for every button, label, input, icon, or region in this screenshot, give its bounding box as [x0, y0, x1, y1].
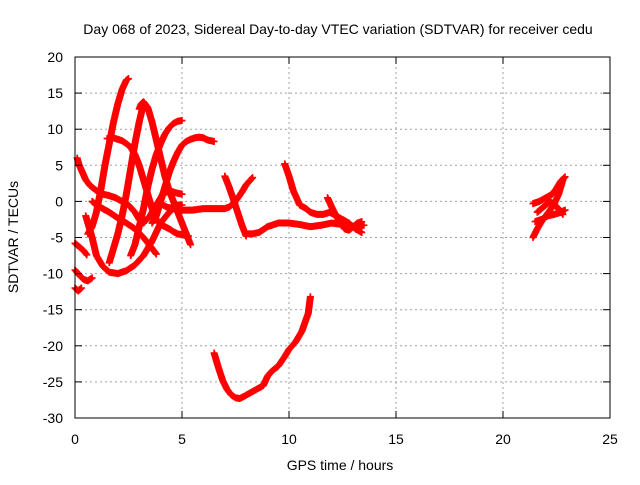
data-point — [559, 210, 567, 218]
y-tick-label: 5 — [55, 157, 63, 173]
data-point — [358, 218, 366, 226]
y-tick-label: 20 — [47, 49, 63, 65]
x-tick-label: 20 — [495, 431, 511, 447]
x-axis-tick-labels: 0 5 10 15 20 25 — [71, 431, 618, 447]
data-point — [306, 293, 314, 301]
y-tick-label: -30 — [43, 410, 63, 426]
data-point — [77, 284, 85, 292]
series-arc15 — [210, 293, 314, 403]
data-point — [88, 274, 96, 282]
x-tick-label: 15 — [388, 431, 404, 447]
data-point — [152, 250, 160, 258]
series-arc8 — [105, 100, 147, 267]
axis-ticks — [74, 56, 611, 419]
data-point — [358, 228, 366, 236]
data-point — [125, 75, 132, 83]
chart-title: Day 068 of 2023, Sidereal Day-to-day VTE… — [83, 21, 592, 37]
data-point — [83, 251, 91, 259]
x-tick-label: 25 — [602, 431, 618, 447]
series-arc14 — [221, 172, 250, 240]
y-tick-label: -5 — [51, 230, 64, 246]
x-tick-label: 10 — [281, 431, 297, 447]
data-point — [82, 250, 90, 258]
data-point — [178, 190, 186, 198]
series-arc2 — [71, 284, 85, 295]
data-point — [248, 174, 256, 182]
y-axis-label: SDTVAR / TECUs — [5, 181, 21, 293]
data-point — [249, 174, 257, 182]
y-tick-label: 10 — [47, 121, 63, 137]
series-arc12 — [148, 133, 218, 227]
y-tick-label: -20 — [43, 338, 63, 354]
y-tick-label: 0 — [55, 193, 63, 209]
data-point — [178, 117, 186, 125]
y-tick-label: -10 — [43, 266, 63, 282]
series-arc20 — [529, 173, 569, 208]
x-axis-label: GPS time / hours — [287, 457, 394, 473]
data-point — [360, 221, 368, 229]
x-tick-label: 5 — [178, 431, 186, 447]
series-arc17 — [281, 160, 366, 236]
series-arc18 — [324, 194, 366, 234]
x-tick-label: 0 — [71, 431, 79, 447]
data-point — [560, 174, 568, 182]
y-tick-label: -15 — [43, 302, 63, 318]
grid-lines — [75, 57, 610, 418]
y-axis-tick-labels: -30 -25 -20 -15 -10 -5 0 5 10 15 20 — [43, 49, 63, 426]
series-arc1 — [71, 266, 96, 285]
data-point — [561, 173, 569, 181]
series-arc11 — [135, 98, 195, 249]
data-point — [187, 241, 195, 249]
series-arc22 — [533, 197, 567, 218]
y-tick-label: 15 — [47, 85, 63, 101]
series-arc3 — [71, 239, 91, 259]
data-points — [71, 75, 569, 403]
data-point — [210, 137, 218, 145]
y-tick-label: -25 — [43, 374, 63, 390]
